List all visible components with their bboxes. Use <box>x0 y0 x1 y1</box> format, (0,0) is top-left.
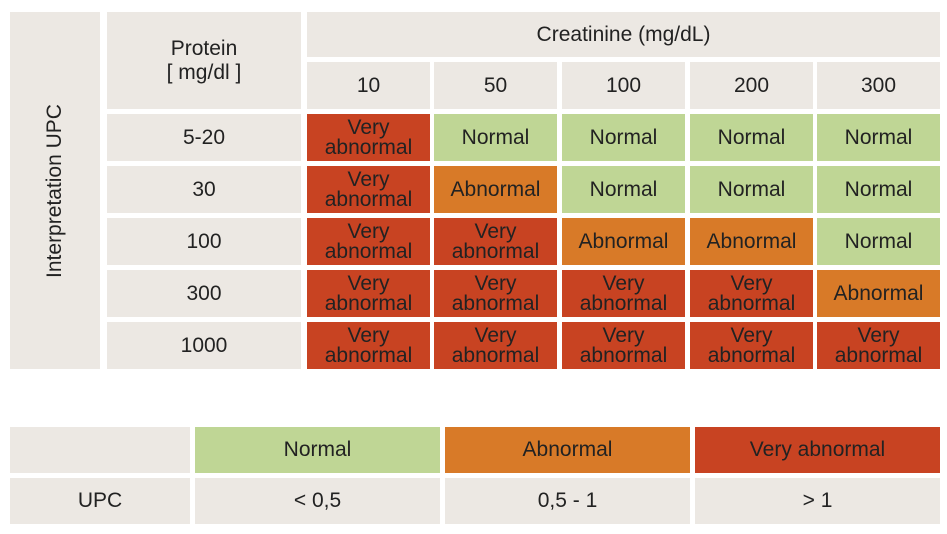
creatinine-header: Creatinine (mg/dL) <box>307 12 940 57</box>
result-cell: Very abnormal <box>307 322 430 369</box>
legend-category: Abnormal <box>445 427 690 473</box>
legend-range: > 1 <box>695 478 940 524</box>
result-text-line-1: Very <box>474 271 517 295</box>
result-cell: Abnormal <box>434 166 557 213</box>
legend-corner <box>10 427 190 473</box>
result-text-line-1: Very <box>347 271 390 295</box>
protein-value-cell: 100 <box>107 218 301 265</box>
legend-range: < 0,5 <box>195 478 440 524</box>
result-text-line-2: abnormal <box>707 343 796 367</box>
protein-header-unit: [ mg/dl ] <box>166 60 242 84</box>
result-text-line-1: Very <box>602 323 645 347</box>
result-text-line-2: abnormal <box>324 343 413 367</box>
protein-header-title: Protein <box>170 36 238 60</box>
result-text-line-2: abnormal <box>451 343 540 367</box>
legend-row-label: UPC <box>10 478 190 524</box>
result-text-line-2: abnormal <box>579 291 668 315</box>
result-cell: Normal <box>690 114 813 161</box>
protein-header: Protein [ mg/dl ] <box>107 12 301 109</box>
creatinine-value-header: 200 <box>690 62 813 109</box>
side-label-cell: Interpretation UPC <box>10 12 100 369</box>
creatinine-value-header: 300 <box>817 62 940 109</box>
result-cell: Very abnormal <box>817 322 940 369</box>
result-text-line-2: abnormal <box>451 239 540 263</box>
result-text-line-2: abnormal <box>579 343 668 367</box>
result-cell: Normal <box>817 166 940 213</box>
result-cell: Very abnormal <box>562 322 685 369</box>
protein-value-cell: 300 <box>107 270 301 317</box>
result-cell: Abnormal <box>817 270 940 317</box>
result-text-line-1: Very <box>347 167 390 191</box>
protein-value-cell: 30 <box>107 166 301 213</box>
result-cell: Abnormal <box>562 218 685 265</box>
result-text-line-1: Very <box>857 323 900 347</box>
result-text-line-1: Very <box>730 271 773 295</box>
result-cell: Very abnormal <box>434 322 557 369</box>
result-text-line-1: Very <box>474 219 517 243</box>
result-cell: Very abnormal <box>690 270 813 317</box>
result-cell: Very abnormal <box>307 218 430 265</box>
result-cell: Very abnormal <box>562 270 685 317</box>
creatinine-value-header: 100 <box>562 62 685 109</box>
result-text-line-1: Very <box>347 115 390 139</box>
result-text-line-2: abnormal <box>324 187 413 211</box>
result-text-line-2: abnormal <box>324 239 413 263</box>
result-text-line-1: Very <box>347 219 390 243</box>
protein-value-cell: 5-20 <box>107 114 301 161</box>
result-cell: Normal <box>690 166 813 213</box>
result-cell: Very abnormal <box>690 322 813 369</box>
result-cell: Normal <box>434 114 557 161</box>
result-cell: Very abnormal <box>434 270 557 317</box>
legend-range: 0,5 - 1 <box>445 478 690 524</box>
result-cell: Very abnormal <box>434 218 557 265</box>
creatinine-value-header: 10 <box>307 62 430 109</box>
result-cell: Normal <box>562 114 685 161</box>
result-text-line-2: abnormal <box>707 291 796 315</box>
result-text-line-1: Very <box>347 323 390 347</box>
result-cell: Very abnormal <box>307 114 430 161</box>
result-cell: Very abnormal <box>307 166 430 213</box>
legend-category: Very abnormal <box>695 427 940 473</box>
result-text-line-2: abnormal <box>834 343 923 367</box>
result-cell: Very abnormal <box>307 270 430 317</box>
result-cell: Abnormal <box>690 218 813 265</box>
result-cell: Normal <box>817 218 940 265</box>
result-cell: Normal <box>817 114 940 161</box>
result-text-line-2: abnormal <box>324 291 413 315</box>
side-label: Interpretation UPC <box>43 103 66 278</box>
legend-category: Normal <box>195 427 440 473</box>
protein-value-cell: 1000 <box>107 322 301 369</box>
result-text-line-2: abnormal <box>324 135 413 159</box>
creatinine-value-header: 50 <box>434 62 557 109</box>
result-cell: Normal <box>562 166 685 213</box>
result-text-line-1: Very <box>602 271 645 295</box>
result-text-line-1: Very <box>730 323 773 347</box>
result-text-line-1: Very <box>474 323 517 347</box>
result-text-line-2: abnormal <box>451 291 540 315</box>
